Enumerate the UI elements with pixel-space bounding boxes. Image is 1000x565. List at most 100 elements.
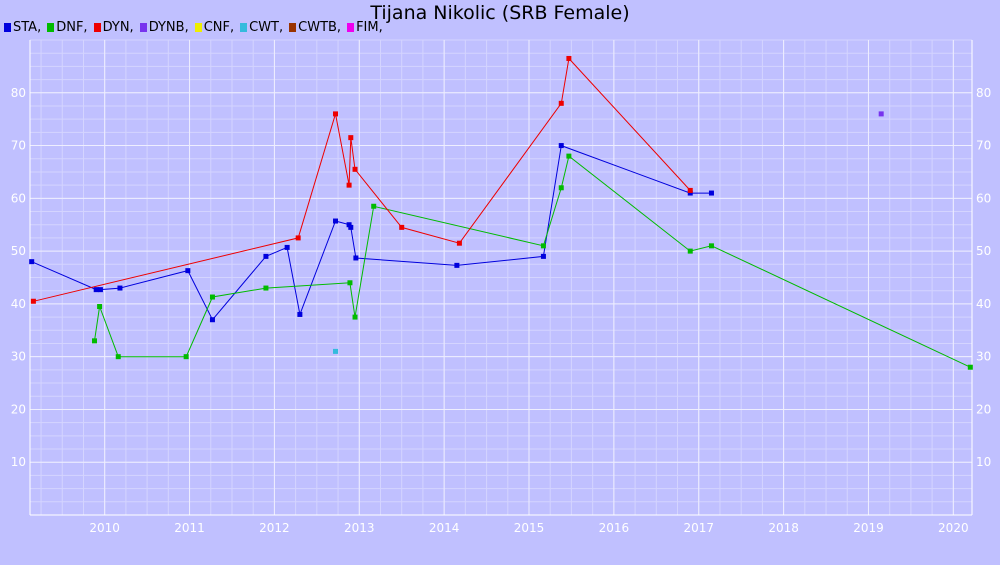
data-point-sta: [284, 244, 290, 250]
legend-swatch-cnf: [194, 23, 202, 32]
data-point-dnf: [540, 243, 546, 249]
legend-swatch-dynb: [139, 23, 147, 32]
data-point-sta: [117, 285, 123, 291]
y-tick-label-left: 20: [11, 402, 26, 416]
legend-swatch-dyn: [93, 23, 101, 32]
legend-swatch-sta: [4, 23, 11, 32]
legend-item-cwtb: CWTB,: [289, 20, 341, 35]
x-tick-label: 2014: [429, 521, 460, 535]
legend-item-dnf: DNF,: [47, 20, 88, 35]
data-point-sta: [93, 287, 99, 293]
data-point-sta: [185, 268, 191, 274]
y-tick-label-right: 70: [976, 139, 991, 153]
data-point-dnf: [558, 185, 564, 191]
data-point-dnf: [209, 294, 215, 300]
data-point-sta: [348, 224, 354, 230]
x-tick-label: 2019: [853, 521, 884, 535]
data-point-dyn: [333, 111, 339, 117]
data-point-cwt: [333, 348, 339, 354]
data-point-dyn: [348, 135, 354, 141]
legend-swatch-cwtb: [289, 23, 297, 32]
x-tick-label: 2010: [89, 521, 120, 535]
legend-item-cwt: CWT,: [240, 20, 283, 35]
x-tick-label: 2011: [174, 521, 205, 535]
legend-item-fim: FIM,: [347, 20, 383, 35]
legend-label-sta: STA,: [13, 20, 42, 35]
data-point-sta: [333, 218, 339, 224]
data-point-sta: [687, 190, 693, 196]
y-tick-label-left: 50: [11, 244, 26, 258]
data-point-dnf: [967, 364, 973, 370]
data-point-dnf: [97, 304, 103, 310]
data-point-dnf: [371, 203, 377, 209]
data-point-dyn: [566, 55, 572, 61]
legend-label-fim: FIM,: [356, 20, 383, 35]
data-point-sta: [353, 255, 359, 261]
data-point-sta: [297, 311, 303, 317]
x-tick-label: 2013: [344, 521, 375, 535]
data-point-sta: [209, 317, 215, 323]
y-tick-label-right: 20: [976, 402, 991, 416]
data-point-dnf: [263, 285, 269, 291]
data-point-sta: [558, 143, 564, 149]
data-point-sta: [97, 287, 103, 293]
y-tick-label-left: 40: [11, 297, 26, 311]
data-point-dyn: [558, 100, 564, 106]
data-point-sta: [540, 253, 546, 259]
data-point-sta: [346, 222, 352, 228]
legend-label-dyn: DYN,: [102, 20, 134, 35]
y-tick-label-left: 30: [11, 350, 26, 364]
data-point-dyn: [456, 240, 462, 246]
data-point-dyn: [687, 187, 693, 193]
x-tick-label: 2015: [514, 521, 545, 535]
legend-label-cwt: CWT,: [249, 20, 284, 35]
data-point-dyn: [352, 166, 358, 172]
x-tick-label: 2018: [768, 521, 799, 535]
legend-label-dynb: DYNB,: [148, 20, 189, 35]
y-tick-label-right: 10: [976, 455, 991, 469]
legend-swatch-cwt: [240, 23, 248, 32]
legend-label-cwtb: CWTB,: [298, 20, 342, 35]
data-point-sta: [708, 190, 714, 196]
data-point-dnf: [566, 153, 572, 159]
data-point-dnf: [347, 280, 353, 286]
x-tick-label: 2016: [599, 521, 630, 535]
data-point-dyn: [295, 235, 301, 241]
data-point-sta: [263, 253, 269, 259]
y-tick-label-right: 80: [976, 86, 991, 100]
series-line-sta: [31, 144, 712, 321]
data-point-dnf: [708, 243, 714, 249]
legend-item-dynb: DYNB,: [139, 20, 189, 35]
legend-swatch-dnf: [47, 23, 55, 32]
y-tick-label-right: 50: [976, 244, 991, 258]
legend: STA, DNF, DYN, DYNB, CNF, CWT, CWTB, FIM…: [4, 20, 389, 35]
data-point-dnf: [91, 338, 97, 344]
data-point-sta: [454, 262, 460, 268]
legend-item-sta: STA,: [4, 20, 41, 35]
data-point-dnf: [183, 354, 189, 360]
x-tick-label: 2012: [259, 521, 290, 535]
y-tick-label-left: 60: [11, 191, 26, 205]
data-point-dyn: [346, 182, 352, 188]
legend-label-cnf: CNF,: [203, 20, 235, 35]
legend-item-dyn: DYN,: [93, 20, 134, 35]
data-point-dyn: [399, 224, 405, 230]
y-tick-label-right: 30: [976, 350, 991, 364]
x-tick-label: 2020: [938, 521, 969, 535]
legend-label-dnf: DNF,: [56, 20, 88, 35]
x-tick-label: 2017: [683, 521, 714, 535]
data-point-dnf: [115, 354, 121, 360]
y-tick-label-left: 10: [11, 455, 26, 469]
data-point-dynb: [878, 111, 884, 117]
data-point-sta: [29, 259, 35, 265]
legend-item-cnf: CNF,: [194, 20, 235, 35]
data-point-dyn: [30, 298, 36, 304]
chart-title: Tijana Nikolic (SRB Female): [370, 2, 630, 24]
data-point-dnf: [687, 248, 693, 254]
y-tick-label-right: 40: [976, 297, 991, 311]
y-tick-label-right: 60: [976, 191, 991, 205]
y-tick-label-left: 70: [11, 139, 26, 153]
data-point-dnf: [352, 314, 358, 320]
legend-swatch-fim: [347, 23, 355, 32]
